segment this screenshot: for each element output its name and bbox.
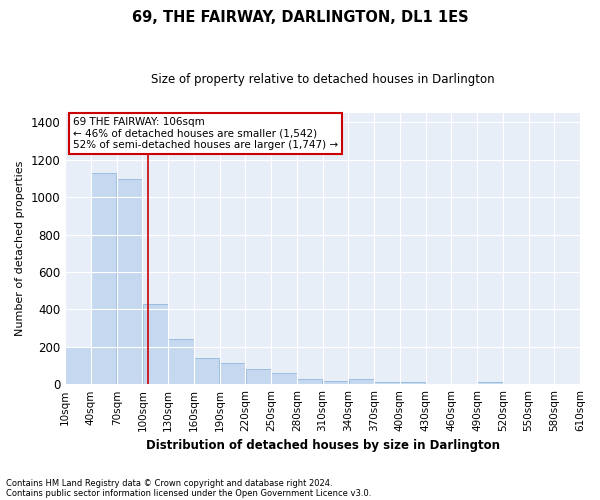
Bar (91, 173, 116, 384)
Bar (65, 347, 91, 385)
Bar (297, 379, 322, 384)
Bar (245, 370, 271, 384)
Text: 69 THE FAIRWAY: 106sqm
← 46% of detached houses are smaller (1,542)
52% of semi-: 69 THE FAIRWAY: 106sqm ← 46% of detached… (73, 117, 338, 150)
Text: Contains HM Land Registry data © Crown copyright and database right 2024.: Contains HM Land Registry data © Crown c… (6, 478, 332, 488)
Bar (374, 382, 400, 384)
Bar (477, 382, 503, 384)
Bar (323, 380, 348, 384)
Y-axis label: Number of detached properties: Number of detached properties (15, 161, 25, 336)
Text: 69, THE FAIRWAY, DARLINGTON, DL1 1ES: 69, THE FAIRWAY, DARLINGTON, DL1 1ES (131, 10, 469, 25)
Bar (169, 340, 194, 384)
Bar (143, 304, 168, 384)
X-axis label: Distribution of detached houses by size in Darlington: Distribution of detached houses by size … (146, 440, 500, 452)
Bar (271, 373, 296, 384)
Bar (400, 382, 425, 384)
Bar (194, 358, 220, 384)
Bar (117, 178, 142, 384)
Text: Contains public sector information licensed under the Open Government Licence v3: Contains public sector information licen… (6, 488, 371, 498)
Title: Size of property relative to detached houses in Darlington: Size of property relative to detached ho… (151, 72, 494, 86)
Bar (349, 379, 374, 384)
Bar (220, 363, 245, 384)
